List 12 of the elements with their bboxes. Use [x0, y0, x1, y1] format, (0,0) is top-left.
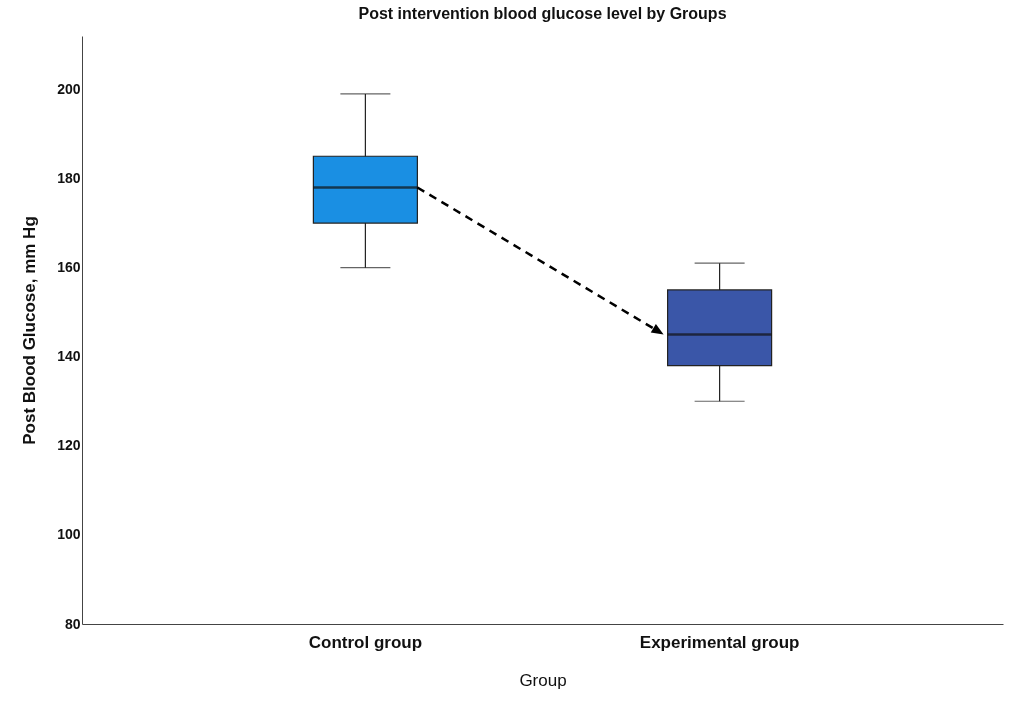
y-tick-label: 80 [64, 615, 81, 632]
y-tick-label: 160 [57, 259, 81, 276]
x-tick-label: Control group [308, 632, 423, 652]
y-axis-title: Post Blood Glucose, mm Hg [20, 216, 40, 445]
y-tick-label: 180 [57, 170, 81, 187]
x-axis-title: Group [519, 670, 567, 690]
x-tick-label: Experimental group [639, 632, 800, 652]
y-tick-label: 120 [57, 437, 81, 454]
y-tick-label: 100 [57, 526, 81, 543]
y-tick-label: 140 [57, 348, 81, 365]
chart-title: Post intervention blood glucose level by Groups [358, 5, 727, 22]
y-tick-label: 200 [57, 80, 81, 97]
